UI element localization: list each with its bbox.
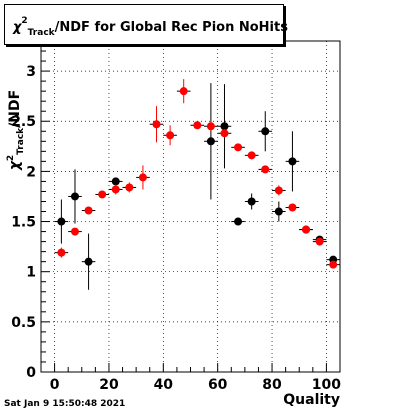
- title-rest: /NDF for Global Rec Pion NoHits: [54, 20, 288, 35]
- black-data-point: [84, 257, 93, 266]
- y-tick-label: 3: [26, 64, 36, 80]
- red-data-point: [98, 190, 107, 199]
- red-data-point: [261, 165, 270, 174]
- red-data-point: [220, 129, 229, 138]
- red-data-point: [247, 151, 256, 160]
- x-tick-label: 100: [312, 377, 341, 393]
- x-tick-label: 80: [262, 377, 282, 393]
- red-data-point: [315, 237, 324, 246]
- black-data-point: [70, 192, 79, 201]
- black-data-point: [220, 122, 229, 131]
- x-axis-label: Quality: [283, 392, 340, 408]
- y-tick-label: 1.5: [11, 215, 36, 231]
- red-data-point: [206, 122, 215, 131]
- red-data-point: [84, 206, 93, 215]
- red-data-point: [288, 203, 297, 212]
- y-axis-label: χ2Track/NDF: [6, 90, 26, 171]
- chart-title: χ2 Track/NDF for Global Rec Pion NoHits: [13, 16, 288, 38]
- data-points: [54, 79, 340, 290]
- y-tick-label: 2: [26, 164, 36, 180]
- black-data-point: [57, 217, 66, 226]
- y-tick-label: 2.5: [11, 114, 36, 130]
- tick-labels: 0 20 40 60 80 100 0 0.5 1 1.5 2 2.5 3: [11, 64, 341, 393]
- title-chi: χ: [13, 20, 22, 35]
- red-data-point: [302, 225, 311, 234]
- x-tick-label: 40: [154, 377, 174, 393]
- red-data-point: [274, 186, 283, 195]
- red-data-point: [166, 131, 175, 140]
- title-box: χ2 Track/NDF for Global Rec Pion NoHits: [4, 4, 288, 45]
- black-data-point: [206, 137, 215, 146]
- black-data-point: [247, 197, 256, 206]
- red-data-point: [125, 183, 134, 192]
- red-data-point: [329, 260, 338, 269]
- red-data-point: [70, 227, 79, 236]
- black-data-point: [111, 177, 120, 186]
- axis-ticks: [40, 40, 341, 373]
- y-tick-label: 1: [26, 265, 36, 281]
- red-data-point: [234, 143, 243, 152]
- red-data-point: [152, 120, 161, 129]
- red-data-point: [193, 121, 202, 130]
- black-data-point: [288, 157, 297, 166]
- x-tick-label: 20: [99, 377, 119, 393]
- y-tick-label: 0: [26, 365, 36, 381]
- timestamp-footer: Sat Jan 9 15:50:48 2021: [4, 399, 126, 409]
- title-sup: 2: [21, 16, 28, 26]
- black-data-point: [274, 207, 283, 216]
- x-tick-label: 60: [208, 377, 228, 393]
- black-data-point: [261, 127, 270, 136]
- y-tick-label: 0.5: [11, 315, 36, 331]
- black-data-point: [234, 217, 243, 226]
- red-data-point: [179, 87, 188, 96]
- x-tick-label: 0: [50, 377, 60, 393]
- red-data-point: [138, 173, 147, 182]
- red-data-point: [57, 248, 66, 257]
- title-sub: Track: [27, 28, 55, 38]
- red-data-point: [111, 185, 120, 194]
